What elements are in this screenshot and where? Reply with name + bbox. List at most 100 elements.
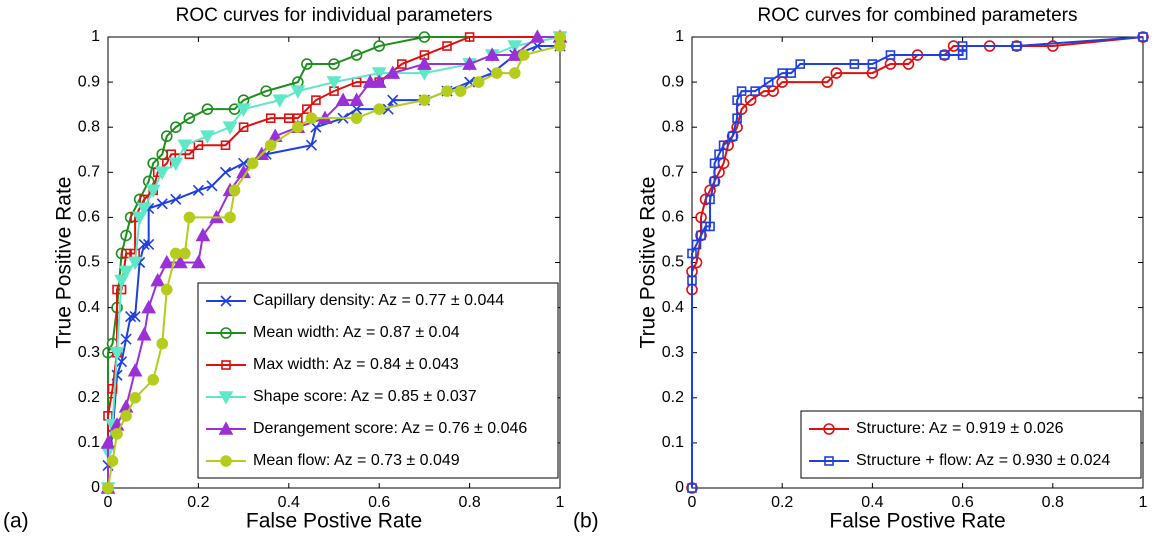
marker — [305, 112, 318, 124]
marker — [350, 49, 363, 61]
x-tick-label: 1 — [556, 494, 565, 511]
marker — [129, 311, 141, 323]
marker — [418, 94, 431, 106]
marker — [371, 67, 387, 81]
marker — [292, 121, 304, 133]
x-tick-label: 0.6 — [368, 494, 390, 511]
marker — [121, 248, 131, 259]
legend-label: Structure + flow: Az = 0.930 ± 0.024 — [856, 452, 1110, 469]
marker — [220, 327, 232, 339]
marker — [264, 139, 277, 152]
marker — [418, 31, 431, 43]
marker — [732, 113, 742, 123]
marker — [490, 67, 503, 79]
marker — [530, 29, 545, 43]
marker — [417, 56, 432, 70]
marker — [143, 238, 155, 251]
marker — [902, 58, 915, 70]
marker — [168, 157, 184, 171]
marker — [441, 85, 453, 97]
marker — [179, 247, 191, 260]
marker — [311, 95, 321, 105]
marker — [750, 86, 760, 96]
roc-line — [691, 36, 1144, 488]
marker — [718, 140, 729, 151]
marker — [154, 166, 170, 180]
marker — [508, 67, 521, 79]
marker — [159, 254, 175, 269]
marker — [705, 194, 715, 205]
marker — [349, 92, 364, 106]
marker — [220, 455, 232, 467]
marker — [885, 50, 896, 60]
marker — [283, 113, 294, 123]
marker — [195, 227, 211, 242]
x-tick-label: 0.8 — [458, 494, 480, 511]
chart-title: ROC curves for individual parameters — [176, 5, 493, 26]
panel-label: (a) — [3, 510, 29, 533]
marker — [687, 483, 697, 493]
y-tick-label: 0 — [675, 479, 684, 496]
marker — [687, 275, 697, 286]
marker — [246, 157, 259, 170]
marker — [709, 176, 720, 187]
marker — [120, 410, 132, 422]
marker — [147, 373, 159, 386]
marker — [301, 58, 313, 70]
marker — [201, 103, 214, 115]
marker — [260, 85, 273, 97]
marker — [1047, 40, 1059, 52]
marker — [823, 423, 835, 435]
x-tick-label: 0.2 — [187, 494, 209, 511]
marker — [727, 131, 738, 142]
y-tick-label: 0.5 — [662, 254, 684, 271]
marker — [120, 229, 132, 242]
legend-label: Mean flow: Az = 0.73 ± 0.049 — [253, 452, 460, 469]
y-axis-label: True Positive Rate — [53, 177, 76, 349]
marker — [192, 184, 204, 196]
y-tick-label: 0.3 — [662, 344, 684, 361]
marker — [1011, 41, 1022, 51]
marker — [1138, 32, 1148, 42]
marker — [554, 31, 566, 43]
marker — [362, 74, 378, 88]
marker — [111, 428, 123, 440]
marker — [387, 94, 399, 106]
legend-label: Max width: Az = 0.84 ± 0.043 — [253, 356, 459, 373]
x-tick-label: 0.8 — [1042, 494, 1064, 511]
marker — [786, 68, 797, 78]
legend-label: Shape score: Az = 0.85 ± 0.037 — [253, 388, 477, 405]
panel-label: (b) — [573, 510, 599, 533]
y-tick-label: 0 — [91, 479, 100, 496]
marker — [170, 193, 182, 205]
legend-box — [800, 410, 1142, 479]
marker — [138, 238, 150, 251]
marker — [109, 346, 125, 361]
marker — [145, 184, 161, 199]
marker — [183, 112, 196, 124]
x-tick-label: 0.2 — [771, 494, 793, 511]
marker — [114, 274, 129, 289]
marker — [830, 67, 843, 79]
marker — [290, 85, 306, 99]
marker — [821, 76, 834, 88]
marker — [100, 435, 116, 449]
marker — [106, 455, 119, 467]
marker — [691, 239, 702, 250]
marker — [705, 221, 715, 232]
marker — [191, 254, 206, 269]
x-axis-label: False Postive Rate — [829, 510, 1005, 533]
marker — [464, 32, 475, 42]
marker — [206, 180, 218, 192]
marker — [736, 86, 747, 96]
y-tick-label: 1 — [675, 28, 684, 45]
marker — [193, 140, 204, 151]
marker — [696, 230, 706, 241]
marker — [220, 295, 232, 307]
marker — [462, 56, 477, 70]
marker — [156, 337, 169, 350]
marker — [507, 40, 523, 54]
marker — [115, 356, 128, 368]
marker — [867, 59, 878, 69]
marker — [957, 41, 968, 51]
